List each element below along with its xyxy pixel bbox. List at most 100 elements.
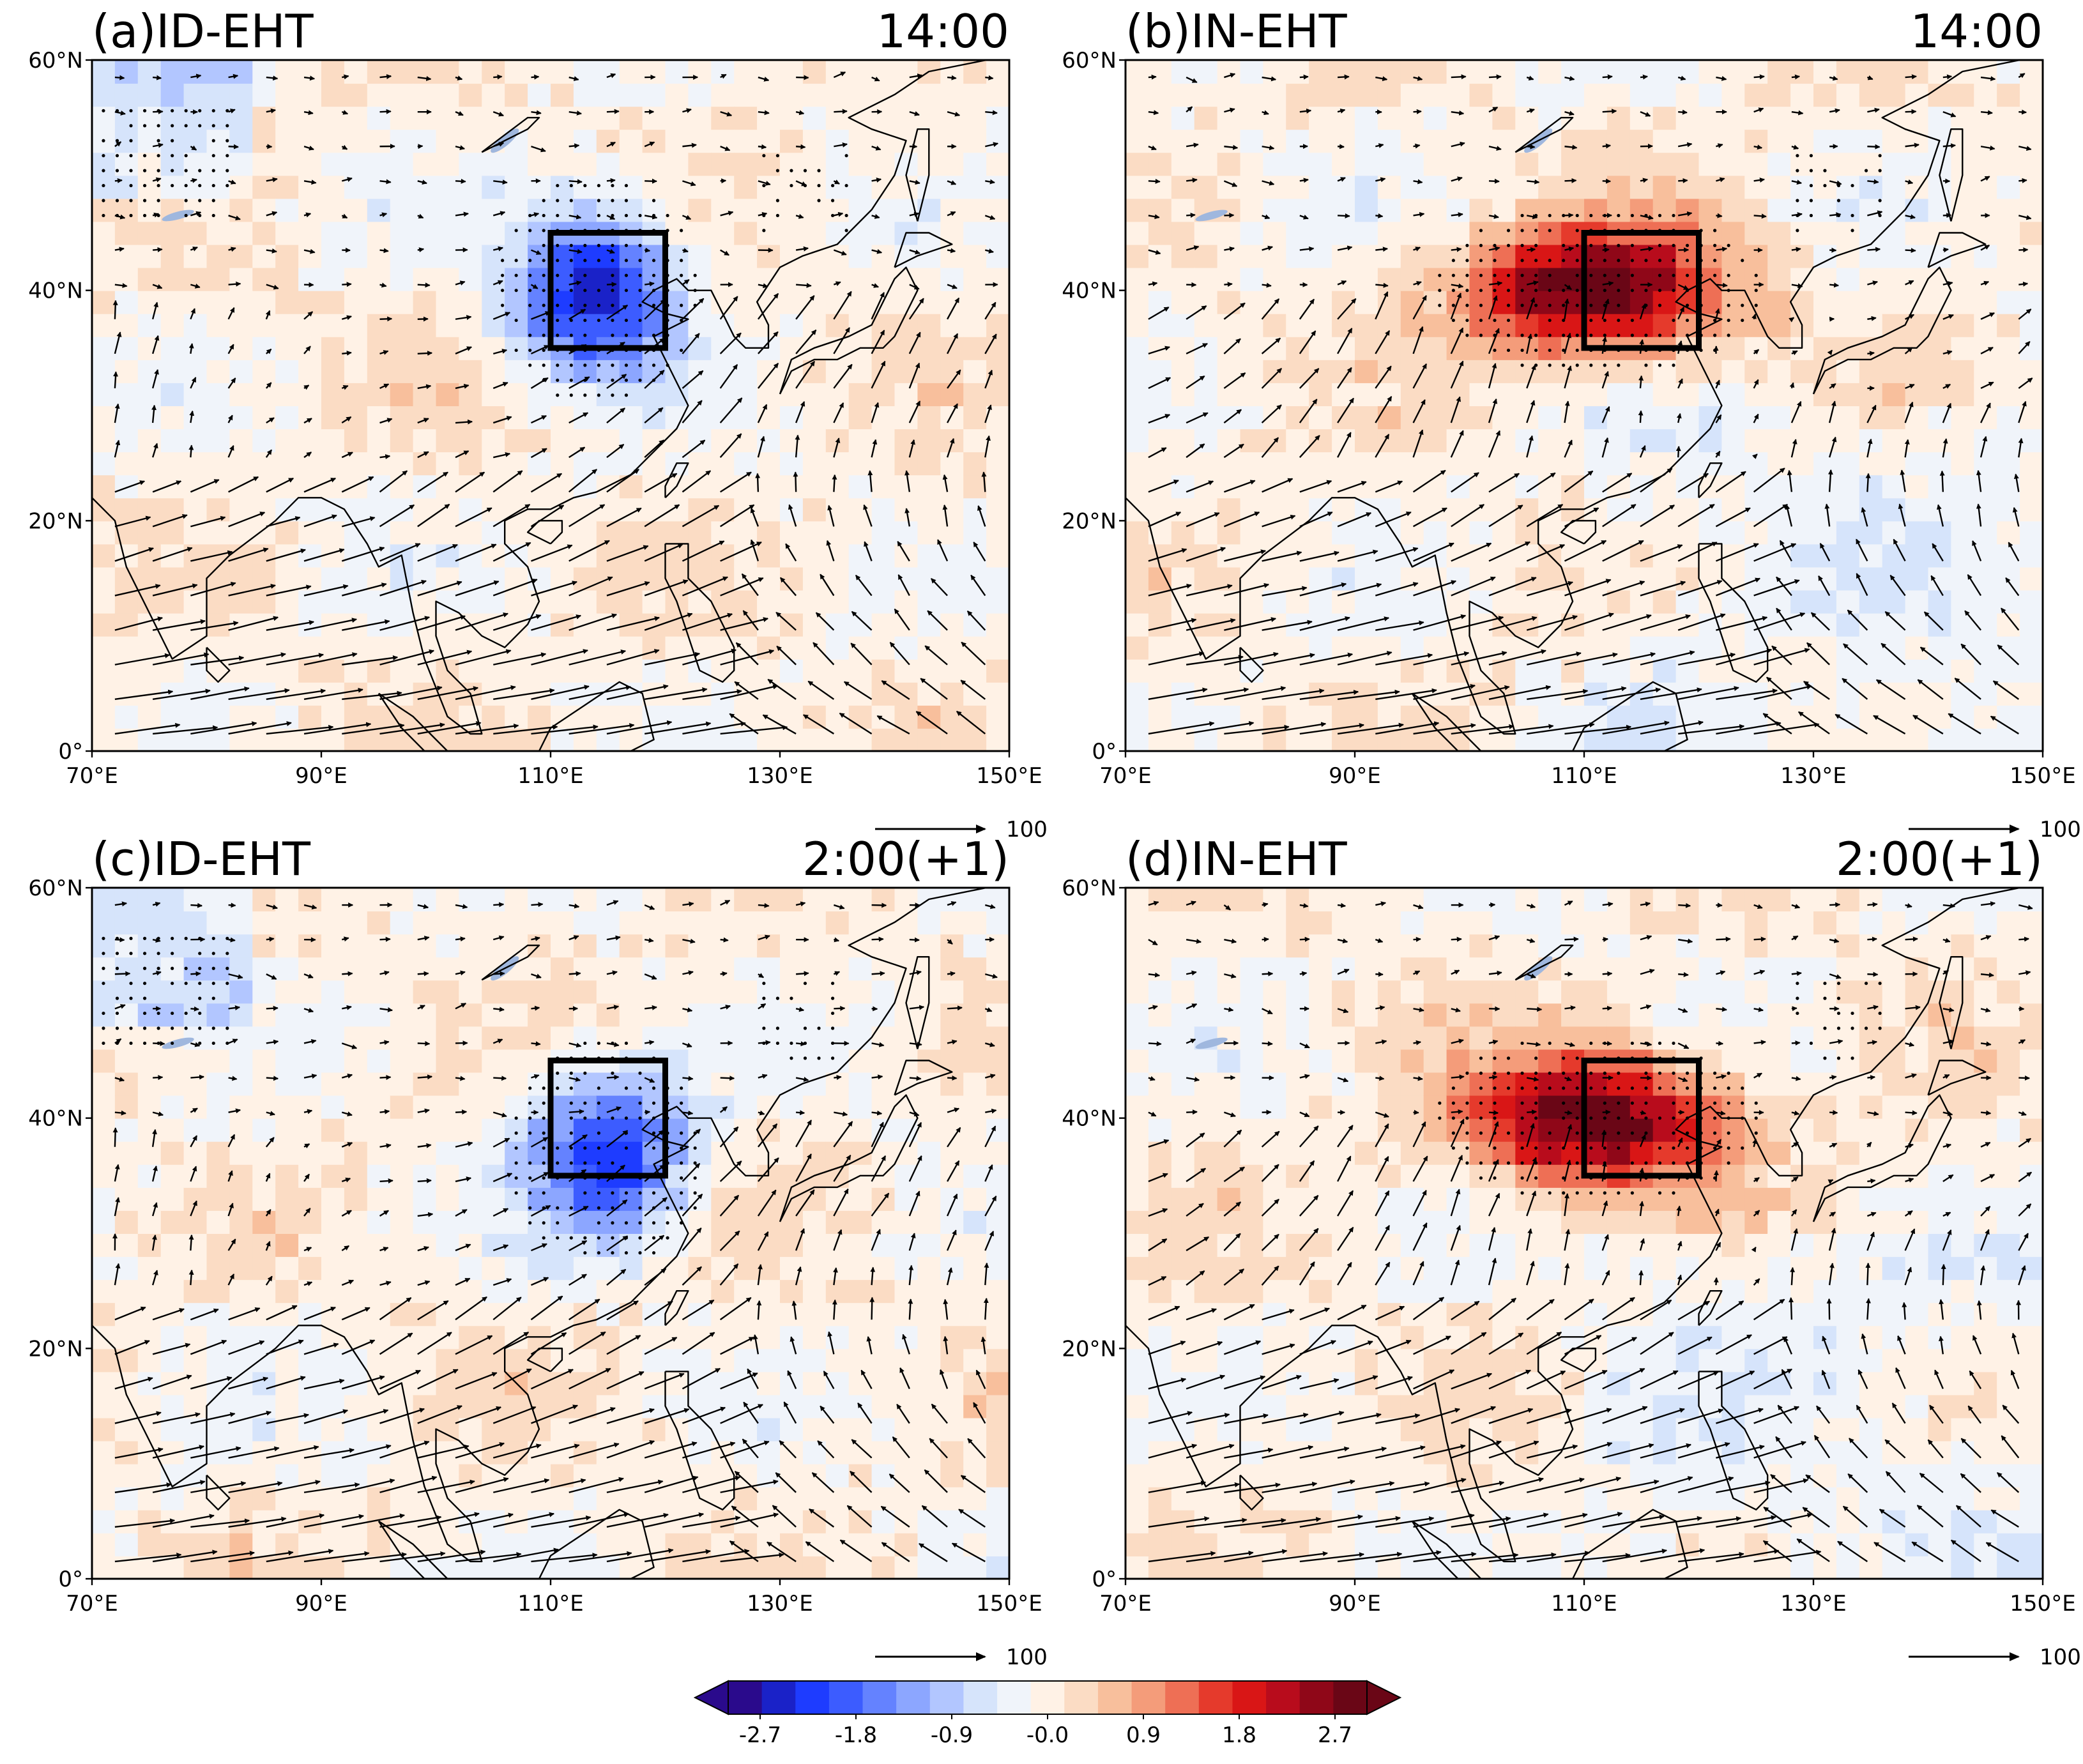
field-cell bbox=[1652, 129, 1677, 153]
field-cell bbox=[780, 612, 804, 637]
field-cell bbox=[1446, 566, 1470, 591]
stipple-dot bbox=[102, 154, 105, 158]
field-cell bbox=[986, 566, 1009, 591]
stipple-dot bbox=[211, 199, 215, 202]
field-cell bbox=[252, 1095, 277, 1119]
field-cell bbox=[2020, 452, 2043, 476]
field-cell bbox=[986, 521, 1009, 545]
field-cell bbox=[573, 1371, 597, 1395]
field-cell bbox=[459, 521, 483, 545]
stipple-dot bbox=[611, 289, 614, 293]
stipple-dot bbox=[1506, 303, 1511, 307]
field-cell bbox=[137, 1141, 162, 1165]
field-cell bbox=[344, 544, 368, 568]
field-cell bbox=[711, 221, 735, 245]
field-cell bbox=[459, 1095, 483, 1119]
field-cell bbox=[505, 980, 529, 1004]
stipple-dot bbox=[830, 199, 835, 202]
field-cell bbox=[1515, 521, 1539, 545]
field-cell bbox=[1744, 83, 1769, 107]
field-cell bbox=[482, 1394, 506, 1418]
field-cell bbox=[1423, 175, 1447, 199]
field-cell bbox=[802, 1440, 827, 1464]
field-cell bbox=[92, 1440, 116, 1464]
field-cell bbox=[206, 727, 231, 751]
field-cell bbox=[734, 452, 758, 476]
field-cell bbox=[505, 359, 529, 383]
stipple-dot bbox=[542, 199, 546, 202]
field-cell bbox=[160, 1371, 185, 1395]
field-cell bbox=[413, 83, 437, 107]
field-cell bbox=[92, 1302, 116, 1327]
field-cell bbox=[1377, 635, 1401, 660]
field-cell bbox=[413, 566, 437, 591]
field-cell bbox=[940, 359, 965, 383]
field-cell bbox=[528, 267, 551, 291]
field-cell bbox=[367, 1095, 391, 1119]
field-cell bbox=[1171, 658, 1195, 683]
field-cell bbox=[1286, 106, 1310, 130]
field-cell bbox=[1629, 406, 1654, 430]
field-cell bbox=[1355, 221, 1378, 245]
field-cell bbox=[1974, 221, 1998, 245]
field-cell bbox=[1859, 313, 1883, 337]
field-cell bbox=[298, 313, 322, 337]
field-cell bbox=[2020, 544, 2043, 568]
field-cell bbox=[1446, 221, 1470, 245]
field-cell bbox=[1400, 382, 1424, 406]
field-cell bbox=[298, 544, 322, 568]
field-cell bbox=[757, 475, 781, 499]
field-cell bbox=[505, 1463, 529, 1487]
field-cell bbox=[1721, 336, 1746, 360]
stipple-dot bbox=[1603, 289, 1606, 293]
field-cell bbox=[1997, 336, 2021, 360]
field-cell bbox=[1721, 313, 1746, 337]
field-cell bbox=[1675, 83, 1700, 107]
field-cell bbox=[1469, 83, 1493, 107]
field-cell bbox=[802, 1302, 827, 1327]
wind-vector bbox=[947, 75, 957, 80]
field-cell bbox=[436, 406, 460, 430]
field-cell bbox=[482, 1118, 506, 1142]
field-cell bbox=[137, 267, 162, 291]
wind-vector bbox=[1451, 247, 1462, 252]
field-cell bbox=[298, 336, 322, 360]
stipple-dot bbox=[528, 229, 532, 232]
field-cell bbox=[1538, 658, 1562, 683]
stipple-dot bbox=[156, 183, 160, 188]
field-cell bbox=[390, 406, 414, 430]
field-cell bbox=[367, 60, 391, 84]
stipple-dot bbox=[1630, 243, 1634, 247]
stipple-dot bbox=[1534, 259, 1538, 262]
field-cell bbox=[551, 612, 574, 637]
stipple-dot bbox=[611, 393, 614, 397]
field-cell bbox=[413, 1348, 437, 1372]
field-cell bbox=[160, 382, 185, 406]
field-cell bbox=[1652, 359, 1677, 383]
field-cell bbox=[871, 152, 896, 176]
field-cell bbox=[321, 1003, 345, 1027]
field-cell bbox=[1171, 313, 1195, 337]
field-cell bbox=[1355, 336, 1378, 360]
field-cell bbox=[1148, 106, 1172, 130]
stipple-dot bbox=[514, 348, 518, 353]
field-cell bbox=[390, 475, 414, 499]
field-cell bbox=[160, 267, 185, 291]
field-cell bbox=[436, 934, 460, 958]
stipple-dot bbox=[1864, 169, 1868, 172]
field-cell bbox=[321, 267, 345, 291]
stipple-dot bbox=[1617, 289, 1621, 293]
field-cell bbox=[1171, 221, 1195, 245]
field-cell bbox=[206, 1210, 231, 1234]
field-cell bbox=[825, 1555, 850, 1579]
stipple-dot bbox=[1878, 199, 1882, 202]
field-cell bbox=[1836, 544, 1860, 568]
field-cell bbox=[825, 129, 850, 153]
field-cell bbox=[802, 612, 827, 637]
stipple-dot bbox=[1451, 303, 1455, 307]
field-cell bbox=[1400, 129, 1424, 153]
field-cell bbox=[734, 934, 758, 958]
field-cell bbox=[229, 1095, 254, 1119]
field-cell bbox=[436, 1095, 460, 1119]
field-cell bbox=[780, 1049, 804, 1073]
